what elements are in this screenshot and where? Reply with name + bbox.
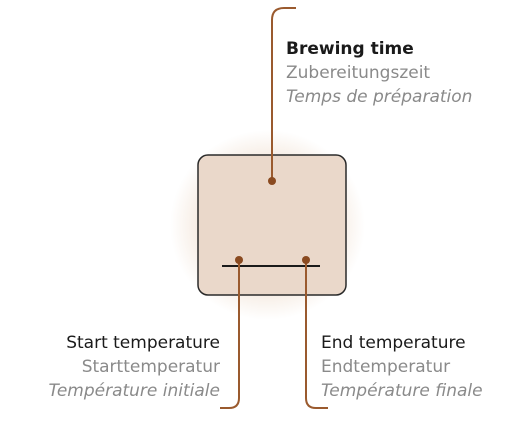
label-title: End temperature (321, 333, 466, 353)
dots (235, 177, 310, 264)
label-fr: Temps de préparation (286, 87, 472, 107)
leader-lines (220, 7, 328, 409)
label-de: Endtemperatur (321, 357, 450, 377)
label-title: Start temperature (66, 333, 220, 353)
label-de: Starttemperatur (82, 357, 220, 377)
label-fr: Température finale (321, 381, 483, 401)
label-title: Brewing time (286, 39, 414, 59)
label-de: Zubereitungszeit (286, 63, 430, 83)
label-fr: Température initiale (49, 381, 220, 401)
